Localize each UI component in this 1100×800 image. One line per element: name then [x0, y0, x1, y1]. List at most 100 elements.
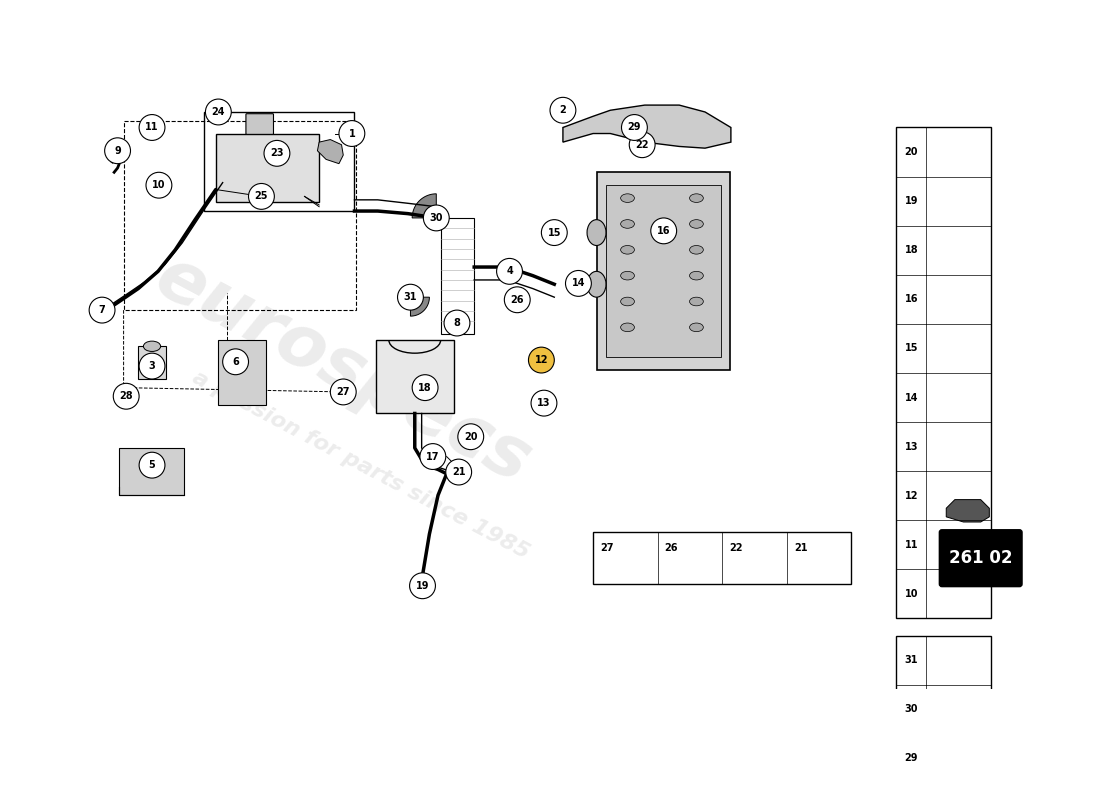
- Circle shape: [424, 205, 449, 231]
- Bar: [376, 340, 453, 414]
- Text: 22: 22: [729, 542, 743, 553]
- Text: 20: 20: [904, 147, 918, 157]
- Circle shape: [528, 347, 554, 373]
- Circle shape: [206, 99, 231, 125]
- Ellipse shape: [530, 349, 552, 371]
- Text: 10: 10: [152, 180, 166, 190]
- Polygon shape: [318, 139, 343, 164]
- Text: 15: 15: [548, 227, 561, 238]
- Circle shape: [139, 114, 165, 141]
- Polygon shape: [946, 500, 989, 522]
- Text: 16: 16: [904, 294, 918, 304]
- FancyBboxPatch shape: [246, 114, 274, 134]
- Bar: [123, 121, 356, 310]
- Text: 9: 9: [114, 146, 121, 156]
- Text: 19: 19: [416, 581, 429, 590]
- Text: a passion for parts since 1985: a passion for parts since 1985: [188, 367, 532, 563]
- Ellipse shape: [620, 194, 635, 202]
- Circle shape: [541, 220, 568, 246]
- Circle shape: [146, 172, 172, 198]
- Text: 30: 30: [904, 704, 918, 714]
- Circle shape: [444, 310, 470, 336]
- Ellipse shape: [620, 323, 635, 332]
- Text: 18: 18: [418, 382, 432, 393]
- Bar: [896, 636, 991, 800]
- Circle shape: [458, 424, 484, 450]
- Bar: [441, 218, 474, 334]
- Ellipse shape: [620, 220, 635, 228]
- Bar: [204, 112, 354, 211]
- Ellipse shape: [620, 246, 635, 254]
- Circle shape: [397, 284, 424, 310]
- Bar: [896, 127, 991, 618]
- Circle shape: [339, 121, 365, 146]
- Text: 11: 11: [904, 540, 918, 550]
- Text: 31: 31: [404, 292, 417, 302]
- Circle shape: [651, 218, 676, 244]
- Text: 30: 30: [429, 213, 443, 223]
- Bar: [216, 134, 319, 202]
- Circle shape: [504, 287, 530, 313]
- Text: 23: 23: [271, 148, 284, 158]
- Ellipse shape: [507, 290, 528, 310]
- Ellipse shape: [512, 294, 524, 306]
- Ellipse shape: [690, 323, 703, 332]
- Circle shape: [412, 374, 438, 401]
- Ellipse shape: [410, 582, 431, 594]
- Ellipse shape: [587, 271, 606, 297]
- Circle shape: [420, 444, 446, 470]
- FancyBboxPatch shape: [939, 530, 1022, 586]
- Circle shape: [565, 270, 592, 296]
- Ellipse shape: [536, 354, 548, 366]
- Text: 11: 11: [145, 122, 158, 133]
- Circle shape: [139, 452, 165, 478]
- Bar: [219, 340, 266, 405]
- Text: 261 02: 261 02: [949, 549, 1012, 567]
- Ellipse shape: [690, 297, 703, 306]
- Text: 15: 15: [904, 343, 918, 354]
- Bar: [139, 346, 166, 379]
- Ellipse shape: [143, 341, 161, 351]
- Polygon shape: [410, 297, 429, 316]
- Ellipse shape: [620, 271, 635, 280]
- Text: 17: 17: [426, 451, 440, 462]
- Ellipse shape: [587, 220, 606, 246]
- Text: 4: 4: [506, 266, 513, 276]
- Text: 24: 24: [211, 107, 226, 117]
- Polygon shape: [412, 194, 437, 218]
- Bar: [596, 172, 730, 370]
- Ellipse shape: [620, 297, 635, 306]
- Circle shape: [249, 183, 274, 210]
- Text: 13: 13: [537, 398, 551, 408]
- Text: 21: 21: [794, 542, 807, 553]
- Circle shape: [89, 297, 116, 323]
- Text: eurospecs: eurospecs: [144, 242, 542, 498]
- Text: 22: 22: [636, 140, 649, 150]
- Circle shape: [264, 141, 290, 166]
- Text: 29: 29: [904, 754, 918, 763]
- Bar: [119, 448, 184, 495]
- Circle shape: [621, 114, 647, 141]
- Text: 12: 12: [535, 355, 548, 365]
- Ellipse shape: [690, 246, 703, 254]
- Circle shape: [446, 459, 472, 485]
- Bar: [606, 186, 720, 358]
- Text: 13: 13: [904, 442, 918, 452]
- Text: 16: 16: [657, 226, 671, 236]
- Circle shape: [550, 98, 575, 123]
- Text: 26: 26: [510, 294, 524, 305]
- Text: 12: 12: [904, 490, 918, 501]
- Ellipse shape: [690, 220, 703, 228]
- Text: 27: 27: [600, 542, 614, 553]
- Polygon shape: [563, 105, 730, 148]
- Text: 14: 14: [904, 393, 918, 402]
- Circle shape: [104, 138, 131, 164]
- Text: 28: 28: [120, 391, 133, 402]
- Circle shape: [531, 390, 557, 416]
- Circle shape: [330, 379, 356, 405]
- Text: 8: 8: [453, 318, 461, 328]
- Text: 14: 14: [572, 278, 585, 289]
- Text: 2: 2: [560, 106, 566, 115]
- Bar: [593, 532, 851, 584]
- Text: 6: 6: [232, 357, 239, 366]
